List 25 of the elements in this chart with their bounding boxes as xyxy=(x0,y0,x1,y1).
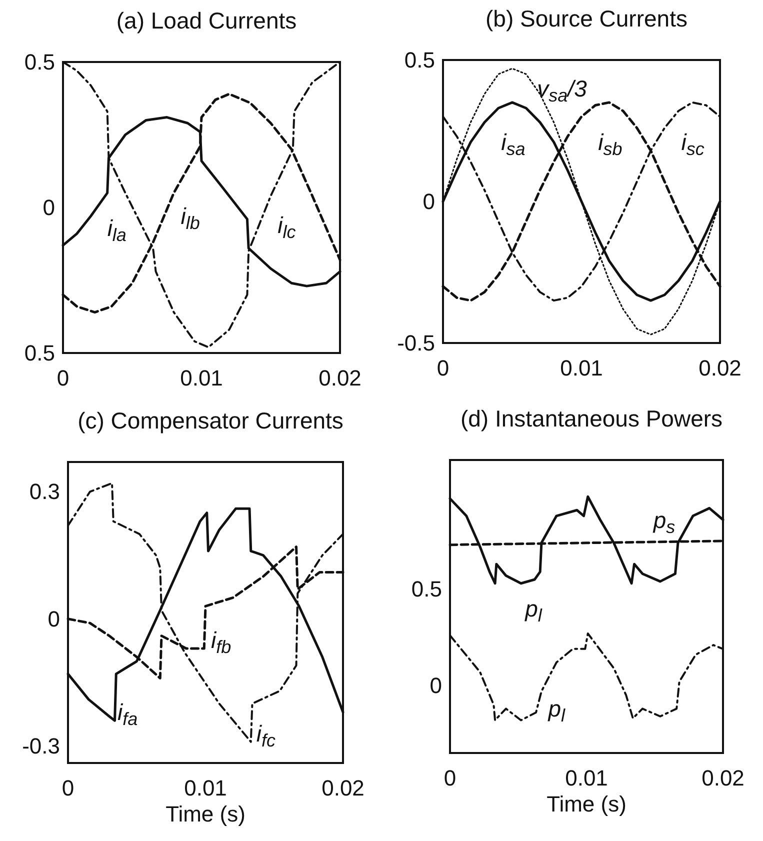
chart-title: (a) Load Currents xyxy=(116,8,297,34)
y-tick-label: 0.5 xyxy=(404,48,435,72)
y-tick-label: -0.5 xyxy=(397,330,435,356)
chart-title: (b) Source Currents xyxy=(486,6,688,32)
x-tick-label: 0.02 xyxy=(318,366,362,390)
x-tick-label: 0.02 xyxy=(702,766,744,790)
x-tick-label: 0.02 xyxy=(698,356,742,380)
y-tick-label: 0 xyxy=(430,673,442,698)
x-tick-label: 0.01 xyxy=(565,766,608,790)
x-axis-title: Time (s) xyxy=(166,802,246,826)
y-tick-label: 0 xyxy=(422,189,435,214)
x-axis-title: Time (s) xyxy=(546,792,626,816)
y-tick-label: 0.3 xyxy=(29,479,60,504)
y-tick-label: 0.5 xyxy=(411,576,442,602)
chart-title: (d) Instantaneous Powers xyxy=(460,406,723,432)
chart-title: (c) Compensator Currents xyxy=(78,408,344,434)
y-tick-label: 0.5 xyxy=(24,340,55,366)
y-tick-label: 0.5 xyxy=(24,50,55,74)
x-tick-label: 0.01 xyxy=(180,366,223,390)
x-tick-label: 0.02 xyxy=(322,776,364,800)
x-tick-label: 0.01 xyxy=(184,776,227,800)
y-tick-label: -0.3 xyxy=(22,734,60,759)
y-tick-label: 0 xyxy=(42,195,55,220)
y-tick-label: 0 xyxy=(48,606,60,632)
x-tick-label: 0.01 xyxy=(560,356,603,380)
